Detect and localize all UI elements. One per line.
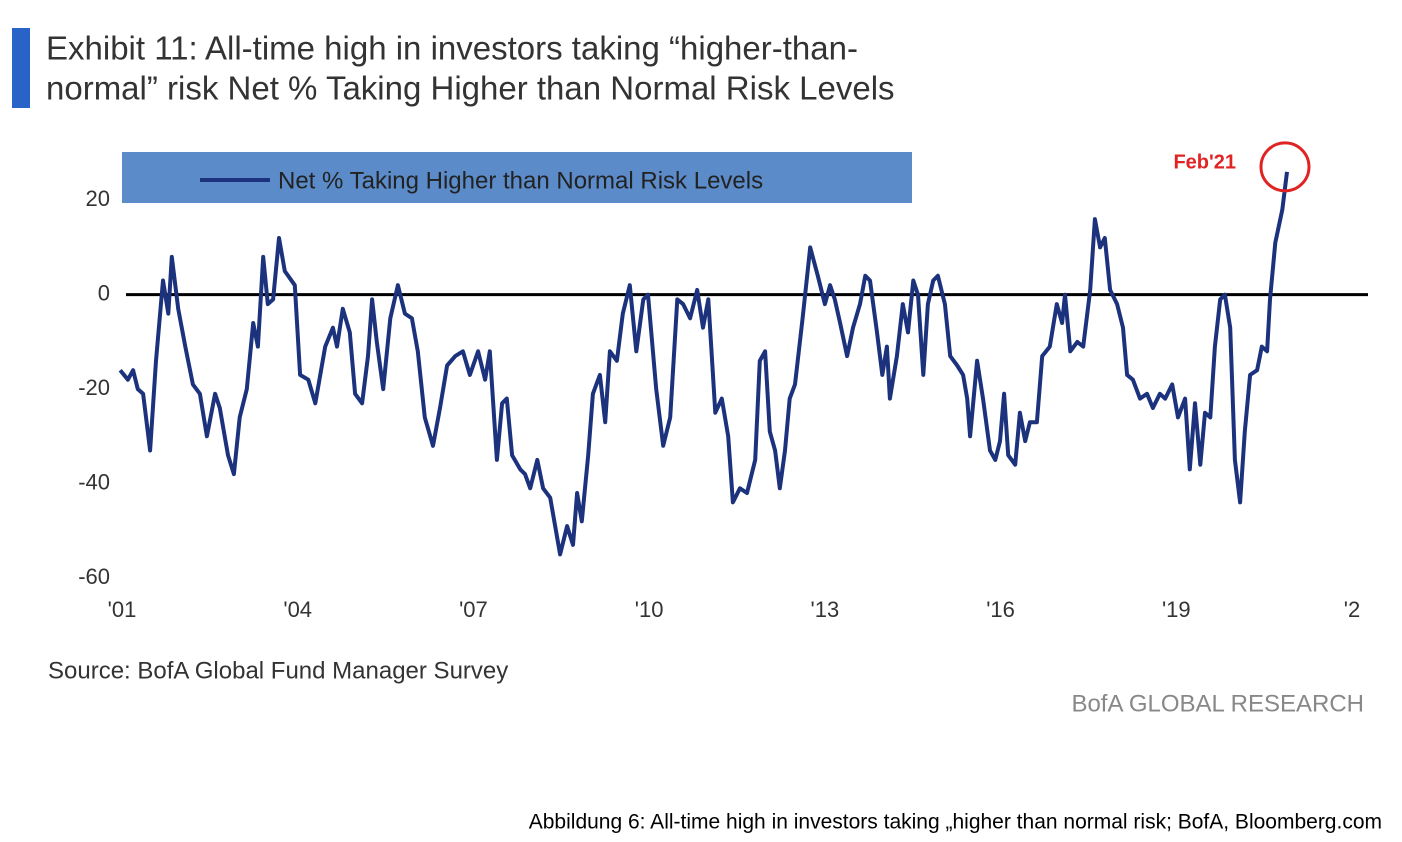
x-tick-label: '19 bbox=[1162, 597, 1191, 622]
x-tick-label: '10 bbox=[635, 597, 664, 622]
caption: Abbildung 6: All-time high in investors … bbox=[529, 811, 1382, 834]
source: Source: BofA Global Fund Manager Survey bbox=[48, 657, 508, 684]
y-tick-label: -40 bbox=[78, 469, 110, 494]
y-tick-label: -20 bbox=[78, 375, 110, 400]
series-line bbox=[118, 171, 1289, 557]
chart-title: normal” risk Net % Taking Higher than No… bbox=[46, 70, 895, 107]
y-tick-label: 20 bbox=[86, 186, 110, 211]
x-tick-label: '2 bbox=[1344, 597, 1360, 622]
x-tick-label: '04 bbox=[283, 597, 312, 622]
x-tick-label: '13 bbox=[811, 597, 840, 622]
x-tick-label: '16 bbox=[986, 597, 1015, 622]
legend-box bbox=[122, 152, 912, 203]
y-tick-label: -60 bbox=[78, 564, 110, 589]
title-bar bbox=[12, 28, 30, 108]
y-tick-label: 0 bbox=[98, 280, 110, 305]
x-tick-label: '01 bbox=[108, 597, 137, 622]
chart-title: Exhibit 11: All-time high in investors t… bbox=[46, 30, 858, 67]
brand: BofA GLOBAL RESEARCH bbox=[1071, 690, 1364, 717]
legend-label: Net % Taking Higher than Normal Risk Lev… bbox=[278, 167, 763, 194]
highlight-circle bbox=[1259, 141, 1311, 193]
annotation: Feb'21 bbox=[1173, 151, 1236, 173]
x-tick-label: '07 bbox=[459, 597, 488, 622]
